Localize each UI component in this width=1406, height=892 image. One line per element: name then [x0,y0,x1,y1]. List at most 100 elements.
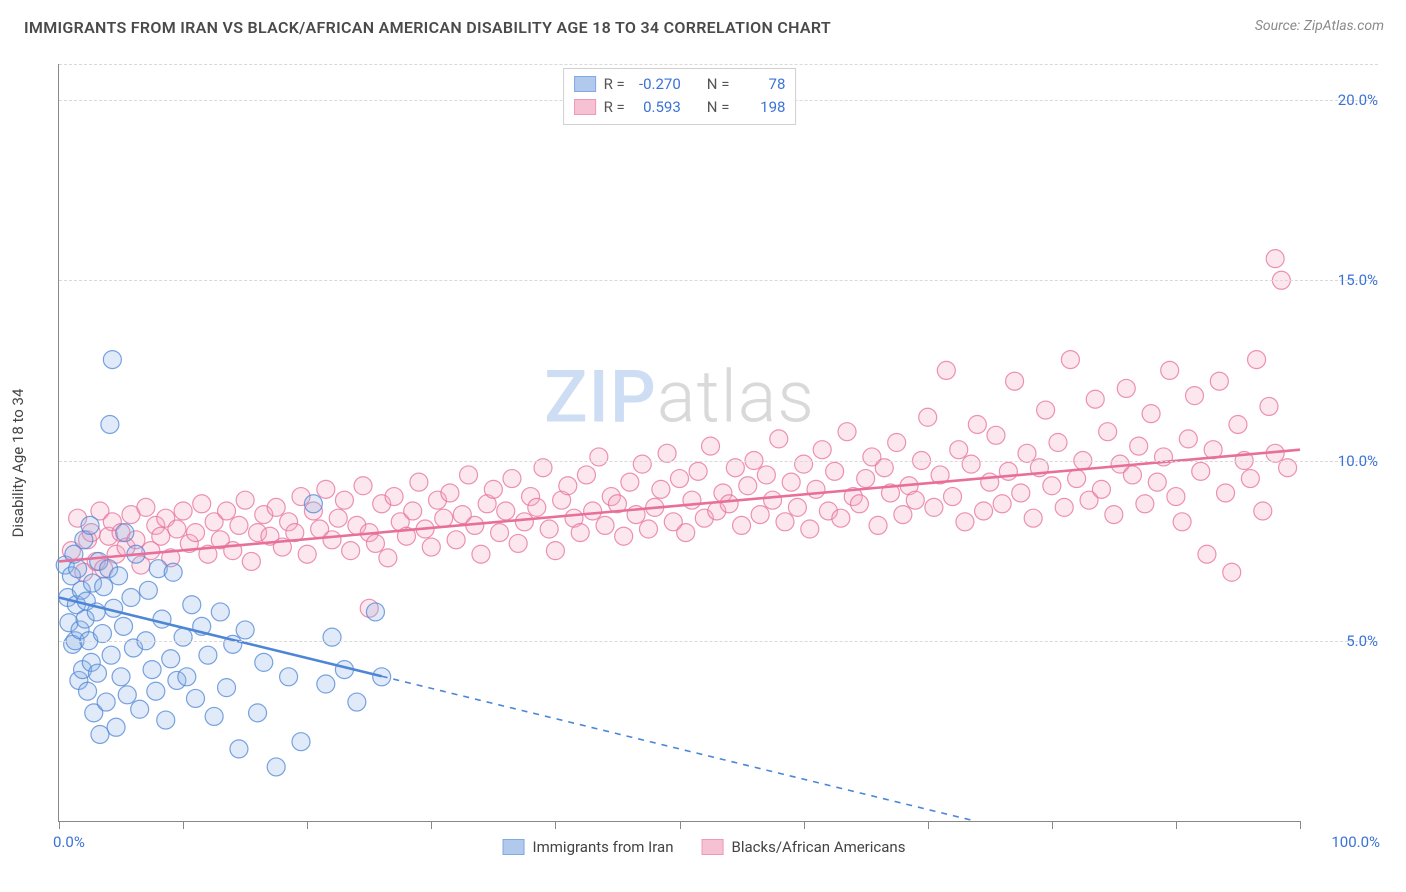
point-black [956,513,974,531]
point-black [1186,387,1204,405]
point-iran [139,581,157,599]
point-black [1266,250,1284,268]
point-black [1123,466,1141,484]
point-black [559,477,577,495]
point-iran [69,560,87,578]
swatch-black [574,99,596,115]
point-black [404,502,422,520]
x-min-label: 0.0% [53,833,85,851]
point-black [596,516,614,534]
point-black [1161,361,1179,379]
point-black [546,542,564,560]
chart-title: IMMIGRANTS FROM IRAN VS BLACK/AFRICAN AM… [24,18,831,37]
point-iran [131,700,149,718]
point-black [1148,473,1166,491]
point-black [677,524,695,542]
point-black [757,466,775,484]
point-black [801,520,819,538]
point-black [1055,498,1073,516]
point-iran [267,758,285,776]
point-black [584,502,602,520]
point-black [906,491,924,509]
point-iran [164,563,182,581]
point-iran [157,711,175,729]
r-label: R = [604,96,625,119]
point-black [1192,462,1210,480]
point-black [950,441,968,459]
point-black [174,502,192,520]
point-black [1217,484,1235,502]
x-tick [307,821,308,829]
point-black [218,502,236,520]
point-black [1006,372,1024,390]
stats-legend: R = -0.270 N = 78 R = 0.593 N = 198 [563,68,797,125]
point-iran [255,653,273,671]
point-iran [102,646,120,664]
point-black [832,509,850,527]
point-black [1142,405,1160,423]
point-black [888,434,906,452]
point-black [683,491,701,509]
point-iran [205,707,223,725]
point-iran [230,740,248,758]
n-label: N = [707,96,730,119]
point-black [230,516,248,534]
point-black [720,495,738,513]
point-black [944,488,962,506]
point-black [1179,430,1197,448]
point-black [354,477,372,495]
point-black [422,538,440,556]
point-black [1210,372,1228,390]
point-black [1130,437,1148,455]
point-black [590,448,608,466]
point-black [168,520,186,538]
point-black [733,516,751,534]
point-black [869,516,887,534]
point-iran [110,567,128,585]
point-black [577,466,595,484]
legend-label-black: Blacks/African Americans [732,838,906,856]
point-black [571,524,589,542]
point-black [460,466,478,484]
point-iran [79,682,97,700]
point-black [925,498,943,516]
point-black [317,480,335,498]
point-black [435,509,453,527]
point-black [137,498,155,516]
x-max-label: 100.0% [1331,833,1380,851]
point-black [1049,434,1067,452]
point-iran [348,693,366,711]
point-black [1241,470,1259,488]
point-iran [211,603,229,621]
scatter-svg [59,64,1300,821]
point-black [236,491,254,509]
point-black [987,426,1005,444]
point-iran [115,617,133,635]
point-black [937,361,955,379]
point-iran [174,628,192,646]
point-black [1037,401,1055,419]
x-tick [183,821,184,829]
stats-row-iran: R = -0.270 N = 78 [574,73,786,96]
point-black [633,455,651,473]
point-black [975,502,993,520]
stats-row-black: R = 0.593 N = 198 [574,96,786,119]
y-axis-label: Disability Age 18 to 34 [9,389,27,538]
point-black [503,470,521,488]
point-black [1043,477,1061,495]
point-black [1117,379,1135,397]
x-tick [431,821,432,829]
point-iran [112,668,130,686]
point-iran [199,646,217,664]
point-iran [323,628,341,646]
point-black [528,498,546,516]
point-black [323,531,341,549]
point-black [788,498,806,516]
n-value-black: 198 [737,96,785,119]
point-iran [122,589,140,607]
point-iran [162,650,180,668]
point-black [739,477,757,495]
point-black [782,473,800,491]
point-black [1086,390,1104,408]
point-iran [97,693,115,711]
